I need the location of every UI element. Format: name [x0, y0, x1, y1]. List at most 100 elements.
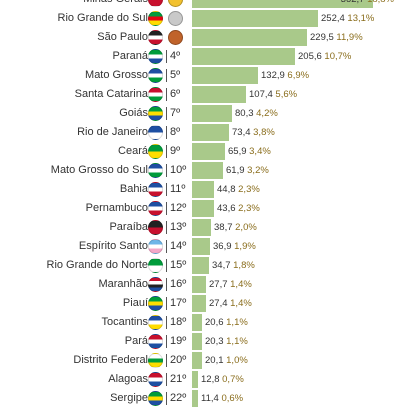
rank-separator — [166, 107, 167, 120]
pa-icon — [148, 334, 163, 349]
bar — [192, 143, 225, 160]
chart-row: Rio Grande do Norte 15º 34,7 1,8% — [0, 256, 400, 275]
rank-separator — [166, 69, 167, 82]
chart-row: Goiás 7º 80,3 4,2% — [0, 104, 400, 123]
percent-label: 1,9% — [234, 241, 256, 252]
data-label: 12,8 0,7% — [201, 370, 244, 389]
rank-separator — [166, 392, 167, 405]
value-label: 27,7 — [209, 279, 228, 290]
rj-icon — [148, 125, 163, 140]
rank-separator — [166, 50, 167, 63]
rank-separator — [166, 278, 167, 291]
value-label: 107,4 — [249, 89, 273, 100]
data-label: 205,6 10,7% — [298, 47, 351, 66]
value-label: 20,1 — [205, 355, 224, 366]
rank-label: 20º — [170, 354, 187, 366]
sp-icon — [148, 30, 163, 45]
bar — [192, 10, 318, 27]
rank-label: 14º — [170, 240, 187, 252]
rank-separator — [166, 259, 167, 272]
rank-label: 12º — [170, 202, 187, 214]
percent-label: 1,1% — [226, 317, 248, 328]
bar — [192, 0, 373, 8]
chart-row: Piauí 17º 27,4 1,4% — [0, 294, 400, 313]
rank-separator — [166, 335, 167, 348]
chart-row: Minas Gerais 362,7 18,8% — [0, 0, 400, 9]
rank-label: 22º — [170, 392, 187, 404]
chart-row: Paraíba 13º 38,7 2,0% — [0, 218, 400, 237]
state-label: Paraíba — [109, 221, 148, 233]
bar — [192, 162, 223, 179]
state-label: Mato Grosso — [85, 69, 148, 81]
rank-label: 21º — [170, 373, 187, 385]
data-label: 43,6 2,3% — [217, 199, 260, 218]
value-label: 38,7 — [214, 222, 233, 233]
bar — [192, 86, 246, 103]
data-label: 36,9 1,9% — [213, 237, 256, 256]
state-label: Alagoas — [108, 373, 148, 385]
data-label: 362,7 18,8% — [341, 0, 394, 9]
percent-label: 2,0% — [235, 222, 257, 233]
value-label: 132,9 — [261, 70, 285, 81]
bar — [192, 352, 202, 369]
bar — [192, 371, 198, 388]
state-label: Ceará — [118, 145, 148, 157]
rank-separator — [166, 126, 167, 139]
chart-row: Bahia 11º 44,8 2,3% — [0, 180, 400, 199]
percent-label: 1,1% — [226, 336, 248, 347]
state-label: Minas Gerais — [83, 0, 148, 9]
rank-separator — [166, 316, 167, 329]
state-label: Distrito Federal — [73, 354, 148, 366]
chart-row: Pernambuco 12º 43,6 2,3% — [0, 199, 400, 218]
state-label: Paraná — [112, 50, 148, 62]
pi-icon — [148, 296, 163, 311]
chart-row: Alagoas 21º 12,8 0,7% — [0, 370, 400, 389]
data-label: 38,7 2,0% — [214, 218, 257, 237]
state-label: Maranhão — [98, 278, 148, 290]
bar — [192, 238, 210, 255]
percent-label: 3,8% — [253, 127, 275, 138]
pb-icon — [148, 220, 163, 235]
percent-label: 5,6% — [275, 89, 298, 100]
rank-label: 7º — [170, 107, 181, 119]
rank-label: 18º — [170, 316, 187, 328]
data-label: 27,7 1,4% — [209, 275, 252, 294]
data-label: 65,9 3,4% — [228, 142, 271, 161]
state-label: Espírito Santo — [78, 240, 148, 252]
percent-label: 4,2% — [256, 108, 278, 119]
value-label: 252,4 — [321, 13, 345, 24]
bar — [192, 200, 214, 217]
data-label: 20,3 1,1% — [205, 332, 248, 351]
bar — [192, 181, 214, 198]
rank-label: 16º — [170, 278, 187, 290]
mg-icon — [148, 0, 163, 7]
chart-row: Rio de Janeiro 8º 73,4 3,8% — [0, 123, 400, 142]
ma-icon — [148, 277, 163, 292]
chart-row: Espírito Santo 14º 36,9 1,9% — [0, 237, 400, 256]
percent-label: 2,3% — [238, 203, 260, 214]
state-label: Piauí — [122, 297, 148, 309]
rank-separator — [166, 373, 167, 386]
rs-icon — [148, 11, 163, 26]
ce-icon — [148, 144, 163, 159]
silver-medal-icon — [168, 11, 183, 26]
percent-label: 3,2% — [247, 165, 269, 176]
chart-row: Mato Grosso 5º 132,9 6,9% — [0, 66, 400, 85]
chart-row: Distrito Federal 20º 20,1 1,0% — [0, 351, 400, 370]
bar — [192, 333, 202, 350]
value-label: 205,6 — [298, 51, 322, 62]
rank-separator — [166, 164, 167, 177]
rank-separator — [166, 88, 167, 101]
bronze-medal-icon — [168, 30, 183, 45]
percent-label: 2,3% — [238, 184, 260, 195]
state-label: Sergipe — [110, 392, 148, 404]
value-label: 362,7 — [341, 0, 365, 5]
bar — [192, 219, 211, 236]
se-icon — [148, 391, 163, 406]
bar — [192, 29, 307, 46]
value-label: 27,4 — [209, 298, 228, 309]
rank-label: 10º — [170, 164, 187, 176]
chart-row: Sergipe 22º 11,4 0,6% — [0, 389, 400, 408]
percent-label: 6,9% — [287, 70, 310, 81]
